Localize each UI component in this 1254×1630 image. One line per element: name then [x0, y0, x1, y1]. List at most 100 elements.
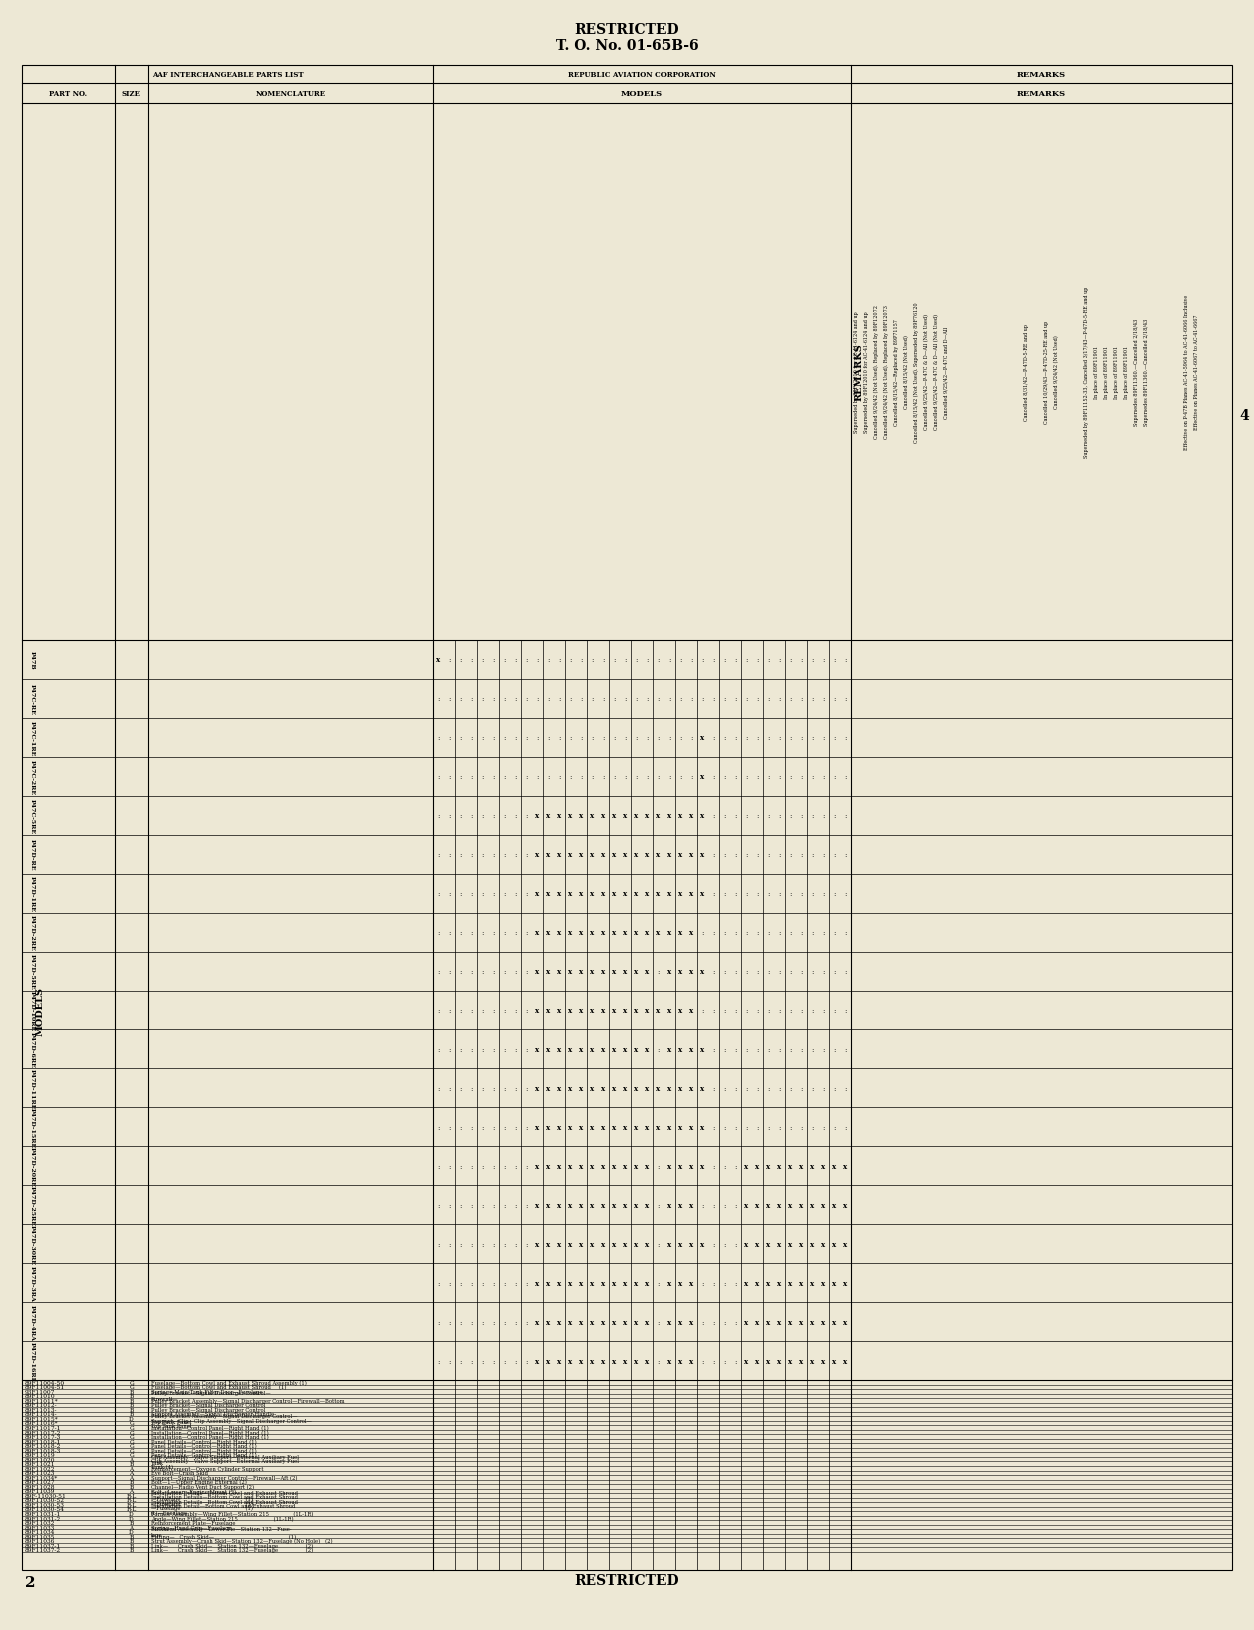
Text: :: :	[514, 773, 517, 781]
Text: :: :	[581, 773, 583, 781]
Text: Angle—Wing Fillet—Station 215                      (1L-1R): Angle—Wing Fillet—Station 215 (1L-1R)	[150, 1516, 293, 1521]
Text: :: :	[756, 694, 759, 703]
Text: x: x	[833, 1280, 836, 1286]
Text: :: :	[525, 812, 528, 820]
Text: :: :	[745, 890, 747, 898]
Text: x: x	[591, 1240, 594, 1249]
Text: :: :	[844, 773, 846, 781]
Text: NOMENCLATURE: NOMENCLATURE	[256, 90, 326, 98]
Text: x: x	[678, 1280, 682, 1286]
Text: :: :	[823, 1123, 825, 1131]
Text: :: :	[800, 655, 803, 663]
Text: x: x	[612, 1356, 617, 1364]
Text: x: x	[602, 968, 606, 975]
Text: Cancelled 8/15/42 (Not Used). Superseded by 89F76120: Cancelled 8/15/42 (Not Used). Superseded…	[913, 302, 919, 442]
Text: :: :	[712, 812, 715, 820]
Text: B: B	[129, 1394, 134, 1399]
Text: x: x	[591, 1084, 594, 1092]
Text: 89F11032: 89F11032	[25, 1521, 55, 1526]
Text: :: :	[834, 851, 835, 859]
Text: D: D	[129, 1511, 134, 1516]
Text: :: :	[438, 773, 440, 781]
Text: :: :	[459, 812, 461, 820]
Text: :: :	[493, 890, 494, 898]
Text: :: :	[482, 968, 484, 975]
Text: x: x	[678, 812, 682, 820]
Text: x: x	[646, 812, 650, 820]
Text: x: x	[623, 1317, 627, 1325]
Text: :: :	[438, 1045, 440, 1053]
Text: :: :	[525, 694, 528, 703]
Text: :: :	[482, 929, 484, 937]
Text: x: x	[646, 1317, 650, 1325]
Text: :: :	[724, 1123, 726, 1131]
Text: :: :	[779, 1123, 781, 1131]
Text: :: :	[525, 1162, 528, 1170]
Text: :: :	[712, 694, 715, 703]
Text: :: :	[514, 968, 517, 975]
Text: x: x	[833, 1356, 836, 1364]
Text: x: x	[558, 1280, 562, 1286]
Text: x: x	[623, 968, 627, 975]
Text: :: :	[525, 1356, 528, 1364]
Text: x: x	[547, 929, 551, 937]
Text: x: x	[579, 1045, 583, 1053]
Text: x: x	[646, 1356, 650, 1364]
Text: x: x	[690, 851, 693, 859]
Text: :: :	[482, 1045, 484, 1053]
Text: :: :	[789, 694, 791, 703]
Text: :: :	[514, 1280, 517, 1286]
Text: :: :	[438, 1162, 440, 1170]
Text: :: :	[789, 890, 791, 898]
Text: :: :	[525, 655, 528, 663]
Text: :: :	[657, 1317, 660, 1325]
Text: x: x	[535, 968, 539, 975]
Text: :: :	[724, 734, 726, 742]
Text: R-L: R-L	[127, 1493, 137, 1498]
Text: B: B	[129, 1521, 134, 1526]
Text: x: x	[558, 1317, 562, 1325]
Text: :: :	[701, 929, 703, 937]
Text: :: :	[602, 734, 604, 742]
Text: :: :	[493, 1006, 494, 1014]
Text: Panel Details—Control—Right Hand (1): Panel Details—Control—Right Hand (1)	[150, 1447, 257, 1452]
Text: :: :	[811, 851, 814, 859]
Text: :: :	[438, 929, 440, 937]
Text: :: :	[756, 773, 759, 781]
Text: :: :	[724, 890, 726, 898]
Text: x: x	[646, 1240, 650, 1249]
Text: :: :	[482, 1123, 484, 1131]
Text: x: x	[635, 1045, 638, 1053]
Text: x: x	[844, 1280, 848, 1286]
Text: :: :	[745, 929, 747, 937]
Text: x: x	[789, 1317, 793, 1325]
Text: :: :	[558, 694, 561, 703]
Text: Cancelled 8/15/42 (Not Used): Cancelled 8/15/42 (Not Used)	[904, 336, 909, 409]
Text: :: :	[724, 1356, 726, 1364]
Text: x: x	[777, 1356, 781, 1364]
Text: :: :	[811, 655, 814, 663]
Text: x: x	[623, 1084, 627, 1092]
Text: x: x	[579, 1356, 583, 1364]
Text: Clip Assembly—Valve Support—External Auxiliary Fuel
Tank: Clip Assembly—Valve Support—External Aux…	[150, 1454, 298, 1465]
Text: :: :	[514, 655, 517, 663]
Text: :: :	[525, 1045, 528, 1053]
Text: x: x	[591, 1201, 594, 1209]
Text: Panel Details—Control—Right Hand (1): Panel Details—Control—Right Hand (1)	[150, 1443, 257, 1449]
Text: x: x	[667, 812, 672, 820]
Text: :: :	[668, 655, 671, 663]
Text: :: :	[503, 1162, 505, 1170]
Text: x: x	[800, 1162, 804, 1170]
Text: :: :	[745, 1084, 747, 1092]
Text: :: :	[779, 1006, 781, 1014]
Text: :: :	[724, 968, 726, 975]
Text: B: B	[129, 1534, 134, 1539]
Text: P47D-3RA: P47D-3RA	[30, 1265, 35, 1301]
Text: Cancelled 9/24/42 (Not Used). Replaced by 89F12072: Cancelled 9/24/42 (Not Used). Replaced b…	[874, 305, 879, 438]
Text: 93F11007: 93F11007	[25, 1389, 55, 1394]
Text: x: x	[667, 1240, 672, 1249]
Text: :: :	[470, 773, 473, 781]
Text: x: x	[612, 1084, 617, 1092]
Text: :: :	[767, 851, 770, 859]
Text: :: :	[756, 1084, 759, 1092]
